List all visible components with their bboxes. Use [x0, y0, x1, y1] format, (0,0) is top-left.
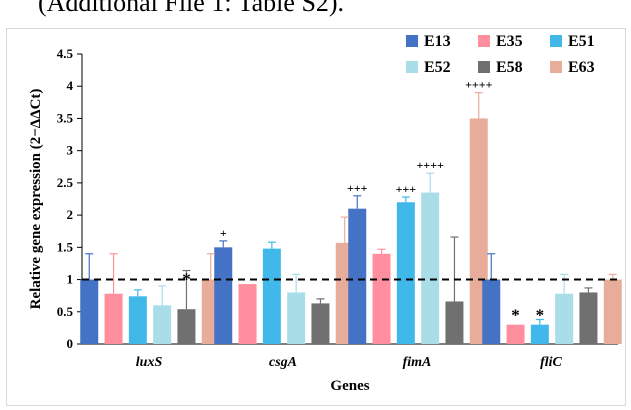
- y-tick-label: 3.5: [57, 110, 74, 125]
- bar-e58-fimA: [445, 301, 464, 344]
- bar-e58-csgA: [311, 303, 330, 344]
- legend-swatch-e52: [406, 61, 418, 73]
- bar-e51-fliC: [530, 324, 549, 344]
- y-tick-label: 2: [67, 207, 74, 222]
- bar-e51-fimA: [396, 202, 415, 344]
- significance-mark: +: [220, 226, 227, 240]
- legend-label-e13: E13: [424, 33, 451, 50]
- legend-label-e58: E58: [496, 59, 523, 76]
- legend-label-e63: E63: [568, 59, 595, 76]
- y-tick-label: 2.5: [57, 175, 74, 190]
- significance-mark: *: [536, 306, 545, 325]
- caption-fragment: (Additional File 1: Table S2).: [38, 0, 345, 17]
- significance-mark: ++++: [465, 78, 493, 92]
- significance-mark: ++++: [416, 158, 444, 172]
- bar-e35-csgA: [238, 284, 257, 344]
- bar-e35-fliC: [506, 324, 525, 344]
- significance-mark: *: [182, 270, 191, 289]
- category-label-fliC: fliC: [540, 355, 562, 370]
- y-tick-label: 4: [67, 78, 74, 93]
- y-tick-label: 1: [67, 272, 74, 287]
- bar-e52-fliC: [555, 293, 574, 344]
- bars: [80, 118, 622, 344]
- y-tick-label: 0.5: [57, 304, 74, 319]
- bar-e13-luxS: [80, 279, 99, 344]
- x-axis-title: Genes: [330, 378, 369, 394]
- x-axis-categories: luxS csgA fimA fliC: [136, 355, 563, 370]
- y-tick-label: 3: [67, 143, 74, 158]
- y-tick-label: 4.5: [57, 46, 74, 61]
- bar-e13-csgA: [214, 247, 233, 344]
- y-tick-label: 1.5: [57, 239, 74, 254]
- category-label-csgA: csgA: [269, 355, 297, 370]
- bar-e13-fimA: [348, 208, 367, 344]
- bar-e35-luxS: [104, 293, 123, 344]
- significance-mark: *: [511, 306, 520, 325]
- significance-mark: +++: [347, 181, 368, 195]
- bar-e52-fimA: [421, 192, 440, 344]
- bar-e51-luxS: [128, 296, 147, 344]
- category-label-luxS: luxS: [136, 355, 163, 370]
- error-bars: [85, 92, 617, 325]
- legend-swatch-e35: [478, 35, 490, 47]
- bar-e35-fimA: [372, 253, 391, 344]
- legend-label-e51: E51: [568, 33, 595, 50]
- legend-swatch-e58: [478, 61, 490, 73]
- category-label-fimA: fimA: [403, 355, 432, 370]
- y-axis-title: Relative gene expression (2−ΔΔCt): [28, 89, 44, 310]
- y-tick-label: 0: [67, 336, 74, 351]
- bar-e52-csgA: [287, 292, 306, 344]
- legend-label-e35: E35: [496, 33, 523, 50]
- bar-e13-fliC: [482, 279, 501, 344]
- bar-e63-fliC: [603, 279, 622, 344]
- bar-e51-csgA: [262, 248, 281, 344]
- bar-e52-luxS: [153, 305, 172, 344]
- legend-swatch-e13: [406, 35, 418, 47]
- legend-label-e52: E52: [424, 59, 451, 76]
- legend-swatch-e51: [550, 35, 562, 47]
- bar-e58-fliC: [579, 292, 598, 344]
- bar-e58-luxS: [177, 309, 196, 344]
- chart-frame: [6, 28, 626, 406]
- significance-mark: +++: [396, 182, 417, 196]
- significance-annotations: *++++ +++++++++++* *: [182, 78, 544, 325]
- legend: E13 E35 E51 E52 E58 E63: [406, 33, 595, 76]
- legend-swatch-e63: [550, 61, 562, 73]
